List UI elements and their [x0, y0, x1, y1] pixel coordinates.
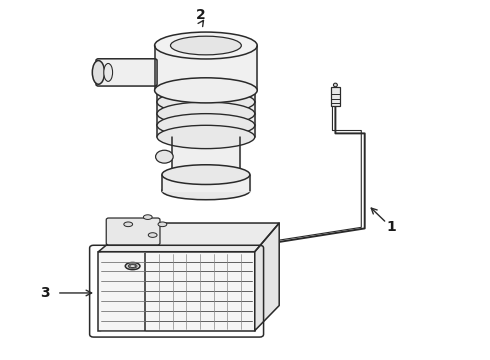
- Ellipse shape: [148, 233, 157, 237]
- FancyBboxPatch shape: [96, 59, 157, 86]
- Ellipse shape: [333, 83, 337, 87]
- Ellipse shape: [92, 60, 104, 84]
- Ellipse shape: [157, 90, 255, 114]
- Ellipse shape: [157, 114, 255, 137]
- Text: 3: 3: [40, 286, 49, 300]
- Ellipse shape: [144, 215, 152, 220]
- Ellipse shape: [162, 182, 250, 200]
- Bar: [331, 87, 340, 107]
- Ellipse shape: [124, 222, 133, 226]
- Circle shape: [156, 150, 173, 163]
- Ellipse shape: [157, 102, 255, 125]
- Ellipse shape: [171, 36, 242, 55]
- Bar: [98, 252, 255, 330]
- Polygon shape: [255, 223, 279, 330]
- Ellipse shape: [104, 63, 113, 81]
- Text: 1: 1: [387, 220, 396, 234]
- Ellipse shape: [157, 125, 255, 149]
- Text: 2: 2: [196, 8, 206, 22]
- FancyBboxPatch shape: [106, 218, 160, 245]
- Polygon shape: [98, 223, 279, 252]
- Ellipse shape: [157, 79, 255, 102]
- Ellipse shape: [155, 78, 257, 103]
- Ellipse shape: [162, 165, 250, 184]
- Ellipse shape: [155, 32, 257, 59]
- Ellipse shape: [125, 262, 140, 270]
- Ellipse shape: [158, 222, 167, 226]
